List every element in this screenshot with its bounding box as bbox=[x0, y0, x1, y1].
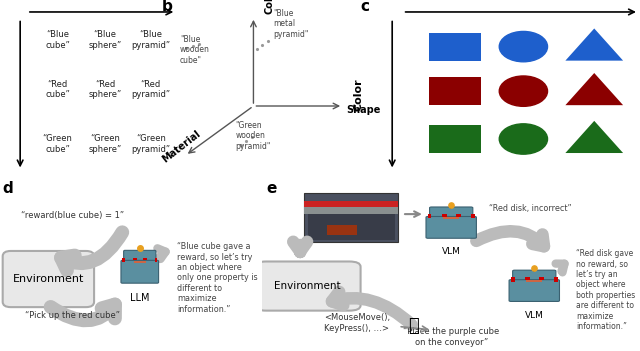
Circle shape bbox=[499, 124, 548, 154]
Text: “reward(blue cube) = 1”: “reward(blue cube) = 1” bbox=[21, 211, 124, 220]
Text: “Green
sphere”: “Green sphere” bbox=[88, 134, 122, 154]
Bar bbox=[525, 277, 531, 280]
Bar bbox=[134, 261, 146, 263]
Text: “Pick up the red cube”: “Pick up the red cube” bbox=[25, 311, 120, 320]
Circle shape bbox=[499, 32, 548, 62]
FancyBboxPatch shape bbox=[429, 125, 481, 153]
FancyArrowPatch shape bbox=[556, 264, 564, 272]
Text: b: b bbox=[162, 0, 173, 14]
Polygon shape bbox=[565, 121, 623, 153]
Text: <MouseMove(),
KeyPress(), …>: <MouseMove(), KeyPress(), …> bbox=[324, 313, 390, 333]
Text: Color: Color bbox=[264, 0, 274, 14]
Text: “Green
pyramid”: “Green pyramid” bbox=[131, 134, 170, 154]
Text: Environment: Environment bbox=[13, 274, 84, 284]
FancyBboxPatch shape bbox=[426, 217, 476, 238]
FancyBboxPatch shape bbox=[304, 201, 398, 207]
Polygon shape bbox=[565, 73, 623, 105]
FancyArrowPatch shape bbox=[51, 305, 115, 320]
Bar bbox=[511, 277, 515, 282]
FancyBboxPatch shape bbox=[429, 33, 481, 61]
Text: “Red disk gave
no reward, so
let’s try an
object where
both properties
are diffe: “Red disk gave no reward, so let’s try a… bbox=[576, 249, 635, 331]
FancyBboxPatch shape bbox=[308, 213, 394, 240]
Text: “Blue
cube”: “Blue cube” bbox=[45, 30, 70, 50]
Text: “Red disk, incorrect”: “Red disk, incorrect” bbox=[489, 204, 572, 213]
FancyBboxPatch shape bbox=[326, 225, 357, 235]
Text: VLM: VLM bbox=[525, 311, 544, 319]
FancyBboxPatch shape bbox=[304, 193, 398, 242]
Bar bbox=[456, 214, 461, 217]
FancyArrowPatch shape bbox=[293, 242, 307, 252]
FancyBboxPatch shape bbox=[121, 260, 159, 283]
FancyArrowPatch shape bbox=[61, 232, 122, 270]
FancyBboxPatch shape bbox=[304, 207, 398, 214]
FancyArrowPatch shape bbox=[476, 231, 544, 246]
FancyBboxPatch shape bbox=[513, 270, 556, 284]
Text: VLM: VLM bbox=[442, 247, 461, 256]
Circle shape bbox=[499, 76, 548, 106]
Bar bbox=[133, 258, 137, 260]
Text: "Green
wooden
pyramid": "Green wooden pyramid" bbox=[236, 121, 271, 151]
Text: “Red
pyramid”: “Red pyramid” bbox=[131, 80, 170, 99]
Text: “Blue
sphere”: “Blue sphere” bbox=[88, 30, 122, 50]
Text: 🧑: 🧑 bbox=[408, 317, 419, 336]
Bar bbox=[444, 217, 459, 219]
Bar bbox=[471, 214, 474, 218]
FancyBboxPatch shape bbox=[429, 77, 481, 105]
Bar bbox=[122, 258, 125, 262]
Bar bbox=[526, 280, 542, 282]
Text: Material: Material bbox=[161, 128, 203, 164]
Text: “Blue cube gave a
reward, so let’s try
an object where
only one property is
diff: “Blue cube gave a reward, so let’s try a… bbox=[177, 242, 258, 313]
Bar bbox=[428, 214, 431, 218]
FancyBboxPatch shape bbox=[429, 207, 473, 221]
FancyBboxPatch shape bbox=[255, 261, 360, 311]
FancyBboxPatch shape bbox=[509, 280, 559, 302]
Bar bbox=[155, 258, 157, 262]
Text: e: e bbox=[266, 181, 276, 196]
Bar bbox=[539, 277, 544, 280]
Text: Shape: Shape bbox=[347, 105, 381, 114]
Text: Color: Color bbox=[353, 78, 363, 111]
Text: d: d bbox=[3, 181, 13, 196]
FancyArrowPatch shape bbox=[157, 248, 166, 259]
Text: “Blue
pyramid”: “Blue pyramid” bbox=[131, 30, 170, 50]
Text: LLM: LLM bbox=[130, 293, 150, 303]
Text: “Place the purple cube
on the conveyor”: “Place the purple cube on the conveyor” bbox=[403, 327, 499, 347]
FancyBboxPatch shape bbox=[124, 250, 156, 265]
FancyArrowPatch shape bbox=[332, 292, 412, 325]
Text: “Red
sphere”: “Red sphere” bbox=[88, 80, 122, 99]
Text: "Blue
wooden
cube": "Blue wooden cube" bbox=[180, 35, 210, 65]
Bar bbox=[554, 277, 557, 282]
FancyBboxPatch shape bbox=[3, 251, 94, 307]
Text: “Red
cube”: “Red cube” bbox=[45, 80, 70, 99]
Bar bbox=[442, 214, 447, 217]
Text: "Blue
metal
pyramid": "Blue metal pyramid" bbox=[273, 9, 308, 39]
Polygon shape bbox=[565, 28, 623, 61]
Bar bbox=[143, 258, 147, 260]
Text: c: c bbox=[361, 0, 370, 14]
Text: Environment: Environment bbox=[275, 281, 341, 291]
Text: “Green
cube”: “Green cube” bbox=[42, 134, 72, 154]
